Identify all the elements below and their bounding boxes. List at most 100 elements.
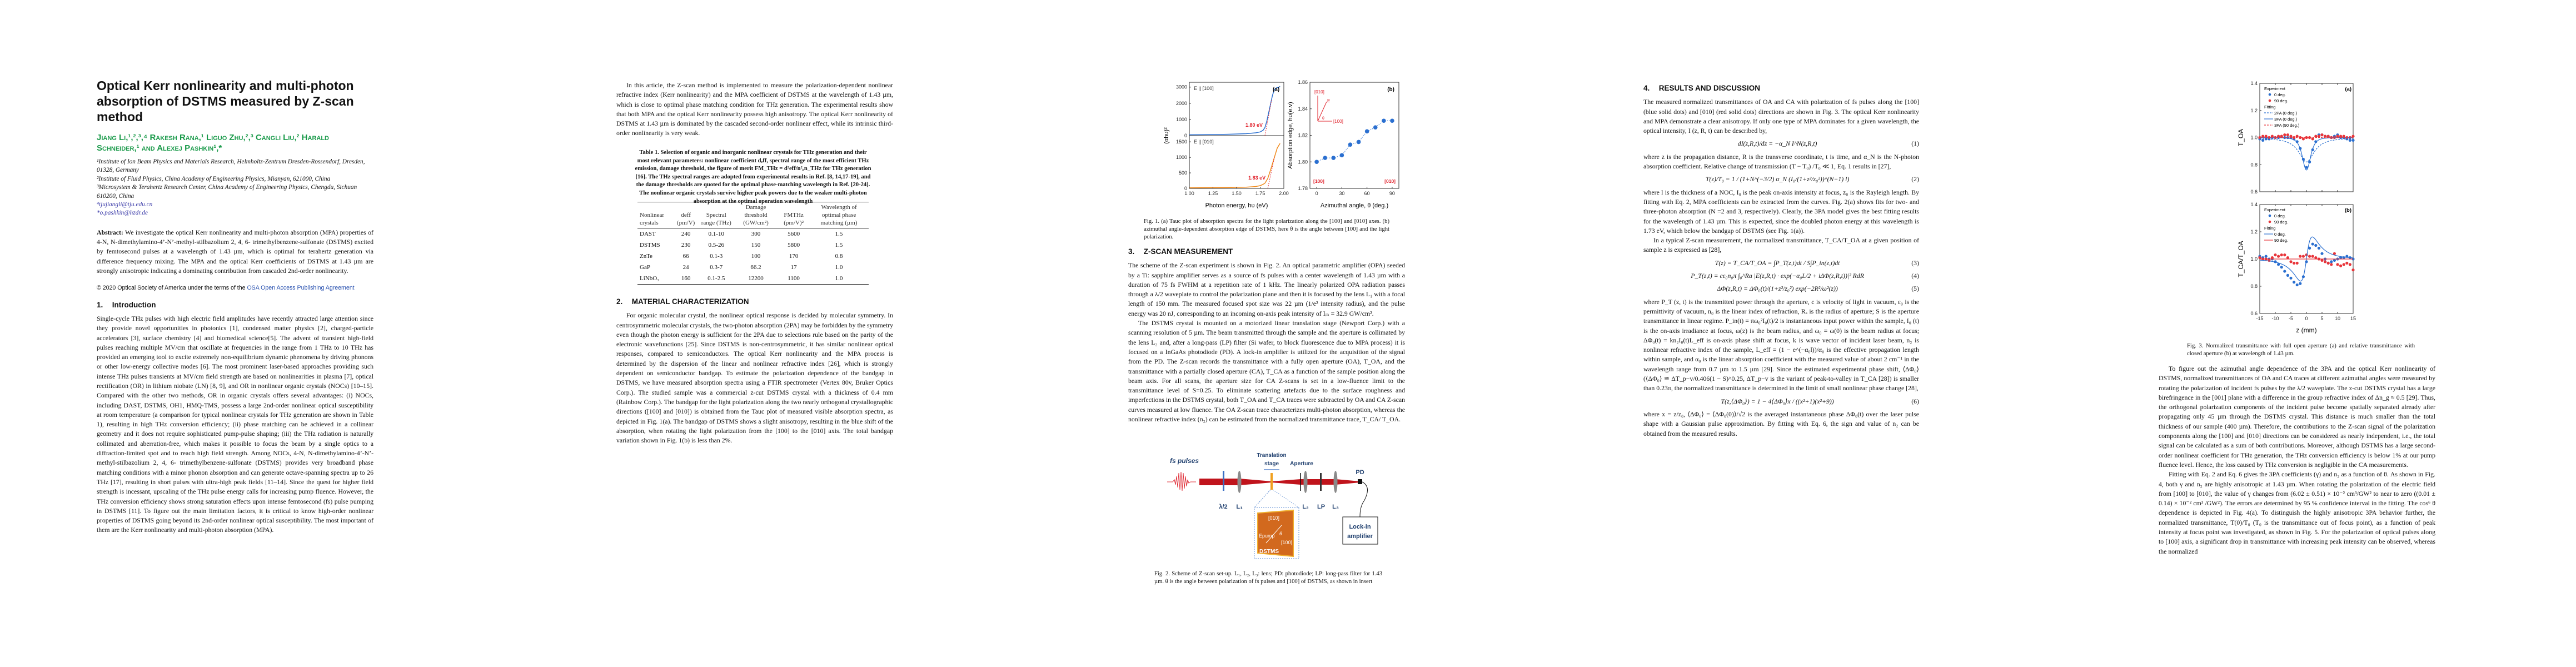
table-cell: ZnTe: [640, 253, 653, 260]
fig3a-data-point-90deg: [2339, 135, 2343, 138]
table-cell: 1.5: [835, 242, 843, 248]
equation-4: P_T(z,t) = cε₀n₀π ∫₀^Ra |E(z,R,t) · exp(…: [1643, 271, 1919, 281]
fig3b-data-point-90deg: [2295, 261, 2299, 265]
fig3a-data-point-90deg: [2295, 135, 2299, 138]
page-2-section-2: 2. MATERIAL CHARACTERIZATION For organic…: [616, 290, 893, 445]
figure-2-zscan-setup: fs pulses Translation stage Aperture PD …: [1167, 452, 1378, 559]
page-4-text: 4. RESULTS AND DISCUSSION The measured n…: [1643, 77, 1919, 439]
lock-in-amplifier-box: [1342, 516, 1378, 545]
fig3a-data-point-90deg: [2264, 135, 2268, 138]
fig1a-edge-line-1: [1267, 157, 1275, 189]
crystal-inset: [1257, 509, 1294, 558]
fig3b-legend-item: 90 deg.: [2274, 220, 2288, 225]
copyright-text: © 2020 Optical Society of America under …: [97, 285, 247, 292]
table-cell: 17: [790, 264, 797, 271]
fig1b-data-point: [1356, 140, 1361, 145]
fig3b-data-point-0deg: [2289, 276, 2293, 280]
column-header: Spectral range (THz): [699, 202, 734, 228]
fig1a-y-tick-label: 1000: [1176, 117, 1187, 122]
fig3a-data-point-90deg: [2320, 133, 2324, 137]
fig3b-x-tick-label: -5: [2289, 316, 2293, 321]
fig3a-fit-curve-1: [2259, 137, 2354, 171]
results-paragraph-2: where z is the propagation distance, R i…: [1643, 152, 1919, 171]
fig1b-x-tick-label: 30: [1339, 191, 1344, 196]
fig3a-data-point-90deg: [2351, 135, 2355, 138]
fig3b-data-point-90deg: [2289, 260, 2293, 263]
fig3b-data-point-90deg: [2351, 268, 2355, 272]
half-wave-plate: [1223, 471, 1224, 491]
open-access-link[interactable]: OSA Open Access Publishing Agreement: [247, 285, 355, 292]
column-header: deff (pm/V): [672, 202, 699, 228]
azimuthal-paragraph: To figure out the azimuthal angle depend…: [2159, 365, 2435, 469]
label-half-wave: λ/2: [1219, 504, 1227, 510]
section-title: MATERIAL CHARACTERIZATION: [631, 297, 749, 306]
fig3a-y-tick-label: 1.0: [2250, 135, 2258, 141]
equation-number: (4): [1911, 272, 1919, 280]
fig1b-x-tick-label: 0: [1316, 191, 1318, 196]
fig3b-data-point-90deg: [2314, 256, 2318, 260]
fig1a-edge-line-0: [1264, 99, 1272, 136]
fig3b-data-point-90deg: [2280, 253, 2283, 257]
table-cell: 0.1-10: [708, 231, 724, 237]
inset-theta: θ: [1279, 531, 1282, 536]
fig1b-y-axis-title: Absorption edge, hυ(e.v): [1287, 102, 1294, 168]
equation-body: T(z,⟨ΔΦ₀⟩) = 1 − 4⟨ΔΦ₀⟩x / ((x²+1)(x²+9)…: [1721, 397, 1834, 405]
fig3b-x-axis-title: z (mm): [2296, 326, 2316, 334]
fig1a-edge-label: 1.83 eV: [1248, 175, 1265, 181]
fig3b-x-tick-label: -15: [2256, 316, 2263, 321]
results-paragraph-1: The measured normalized transmittances o…: [1643, 98, 1919, 135]
fig3b-legend-item: 0 deg.: [2274, 213, 2286, 218]
table-cell: GaP: [640, 264, 650, 271]
results-paragraph-3: where l is the thickness of a NOC, I₀ is…: [1643, 188, 1919, 235]
fig3a-legend-item: 3PA (0 deg.): [2274, 117, 2298, 122]
fig1b-inset-label: θ: [1322, 117, 1324, 121]
email-link[interactable]: ⁴tjujiangli@tju.edu.cn: [97, 201, 153, 208]
fig1a-x-tick-label: 1.25: [1208, 191, 1218, 196]
fig1a-y-tick-label: 1000: [1176, 155, 1187, 160]
abstract: Abstract: We investigate the optical Ker…: [97, 228, 373, 276]
equation-body: ΔΦ(z,R,t) = ΔΦ₀(t)/(1+z²/z₀²) exp(−2R²/ω…: [1717, 285, 1838, 293]
abstract-text: We investigate the optical Kerr nonlinea…: [97, 228, 373, 275]
fig1b-data-point: [1364, 129, 1369, 134]
fig1a-y-axis-title: (αhυ)²: [1163, 127, 1170, 144]
fig3b-data-point-90deg: [2283, 253, 2286, 257]
fig3a-data-point-90deg: [2326, 135, 2330, 138]
section-2-text: For organic molecular crystal, the nonli…: [616, 311, 893, 445]
fig3b-data-point-0deg: [2311, 242, 2314, 246]
fig1b-data-point: [1314, 160, 1319, 165]
fig3b-legend-marker: [2268, 220, 2271, 223]
fig1b-y-tick-label: 1.82: [1298, 133, 1308, 138]
affiliation-3: ³Microsystem & Terahertz Research Center…: [97, 184, 357, 200]
fig3b-x-tick-label: 15: [2350, 316, 2356, 321]
section-heading-material: 2. MATERIAL CHARACTERIZATION: [616, 297, 893, 306]
amplifier-label: amplifier: [1347, 533, 1373, 540]
fig3b-data-point-90deg: [2286, 256, 2289, 260]
fig1b-inset-label: E: [1327, 98, 1330, 103]
lens-l3: [1333, 471, 1338, 493]
equation-number: (6): [1911, 397, 1919, 405]
label-l3: L₃: [1332, 504, 1339, 510]
section-number: 3.: [1128, 247, 1135, 256]
page-5-text: To figure out the azimuthal angle depend…: [2159, 364, 2435, 556]
fig3b-data-point-90deg: [2339, 264, 2343, 267]
email-link[interactable]: *o.pashkin@hzdr.de: [97, 210, 148, 217]
table-cell: 1.0: [835, 264, 843, 271]
long-pass-filter: [1320, 473, 1322, 491]
results-paragraph-4: In a typical Z-scan measurement, the nor…: [1643, 236, 1919, 254]
label-lp: LP: [1317, 504, 1325, 510]
fig3a-data-point-0deg: [2314, 140, 2318, 143]
fig3b-x-tick-label: 5: [2320, 316, 2323, 321]
fig1b-data-point: [1373, 125, 1378, 130]
fig3b-x-tick-label: 10: [2335, 316, 2340, 321]
fig3b-data-point-0deg: [2308, 246, 2311, 250]
equation-number: (1): [1911, 140, 1919, 148]
fig3b-legend-marker: [2268, 214, 2271, 217]
section-heading-results: 4. RESULTS AND DISCUSSION: [1643, 83, 1919, 93]
table-row: DSTMS 230 0.5-26 150 5800 1.5: [637, 240, 869, 251]
fig3b-data-point-0deg: [2317, 246, 2320, 250]
fig3b-data-point-90deg: [2333, 252, 2336, 255]
pulse-waveform-icon: [1167, 471, 1196, 491]
table-cell: 170: [789, 253, 799, 260]
page-1: Optical Kerr nonlinearity and multi-phot…: [97, 78, 373, 535]
